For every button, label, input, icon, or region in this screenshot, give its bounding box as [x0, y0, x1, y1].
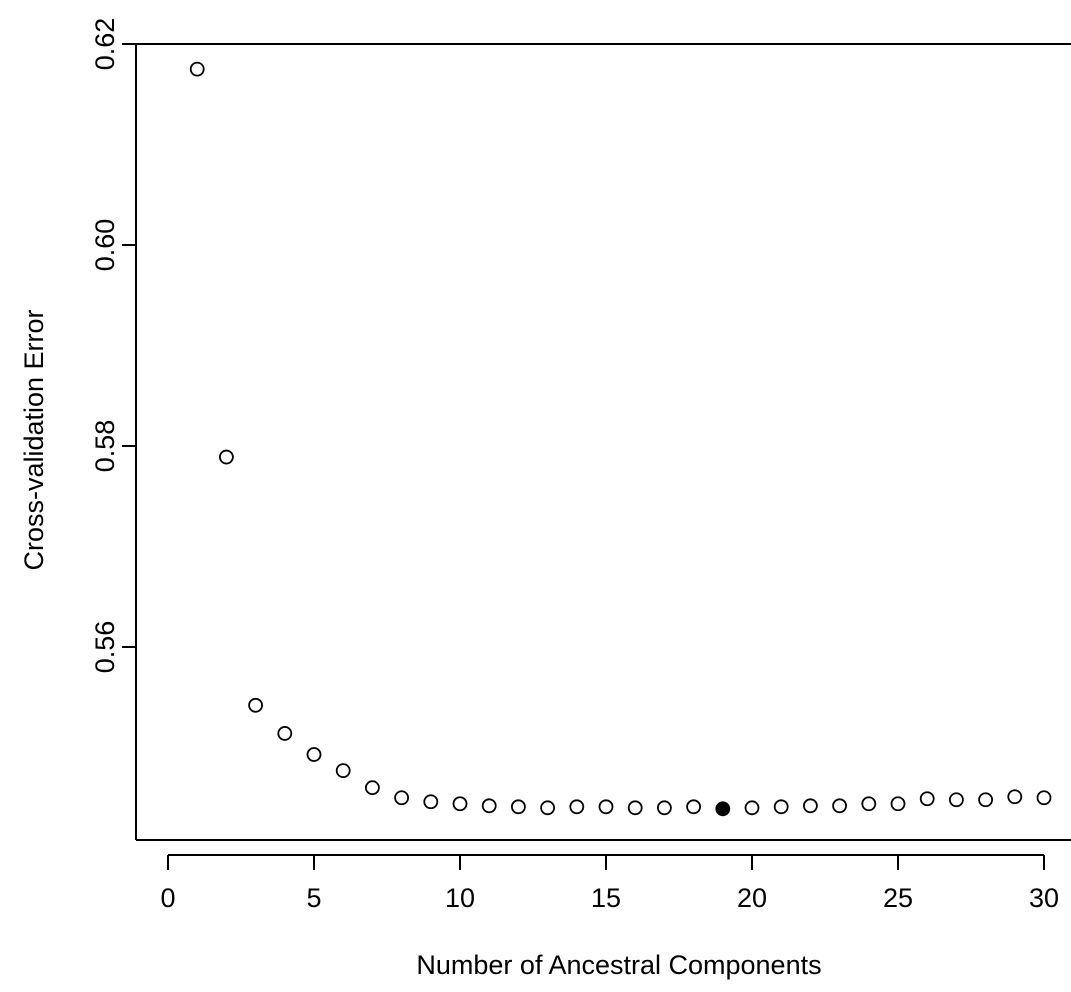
x-tick-label: 30 [1029, 883, 1059, 913]
data-point [686, 799, 701, 815]
data-point [744, 800, 760, 816]
data-point [452, 796, 468, 812]
x-axis: 0 5 10 15 20 25 30 [160, 854, 1059, 913]
y-tick-label: 0.58 [90, 420, 120, 473]
data-point [511, 799, 526, 815]
data-point [657, 800, 672, 816]
data-point [540, 800, 555, 816]
y-axis-title: Cross-validation Error [19, 309, 49, 570]
data-point [978, 792, 993, 808]
data-point [598, 799, 614, 815]
x-tick-label: 10 [445, 883, 475, 913]
y-tick-label: 0.60 [90, 219, 120, 272]
x-tick-label: 5 [306, 883, 321, 913]
x-tick-label: 25 [883, 883, 913, 913]
data-point [569, 799, 585, 815]
data-point [919, 791, 935, 807]
data-point [394, 790, 410, 806]
data-point [218, 449, 234, 465]
data-point [949, 792, 964, 808]
data-point [335, 763, 351, 779]
data-point [832, 798, 847, 814]
data-points [189, 61, 1052, 817]
data-point [627, 800, 643, 816]
data-point [248, 697, 264, 713]
data-point [306, 747, 322, 762]
data-point [481, 798, 497, 814]
data-point [364, 780, 380, 796]
data-point [890, 796, 906, 812]
data-point [189, 61, 205, 77]
x-tick-label: 20 [737, 883, 767, 913]
data-point [423, 794, 439, 810]
y-tick-label: 0.62 [90, 18, 120, 71]
data-point [1036, 790, 1052, 806]
data-point-highlighted [715, 801, 731, 817]
data-point [1007, 789, 1023, 805]
data-point [773, 799, 789, 815]
data-point [277, 726, 293, 741]
x-axis-title: Number of Ancestral Components [416, 950, 821, 980]
y-tick-label: 0.56 [90, 621, 120, 674]
data-point [803, 798, 818, 814]
y-axis: 0.56 0.58 0.60 0.62 [90, 18, 137, 840]
x-tick-label: 15 [591, 883, 621, 913]
x-tick-label: 0 [160, 883, 175, 913]
data-point [861, 796, 877, 812]
